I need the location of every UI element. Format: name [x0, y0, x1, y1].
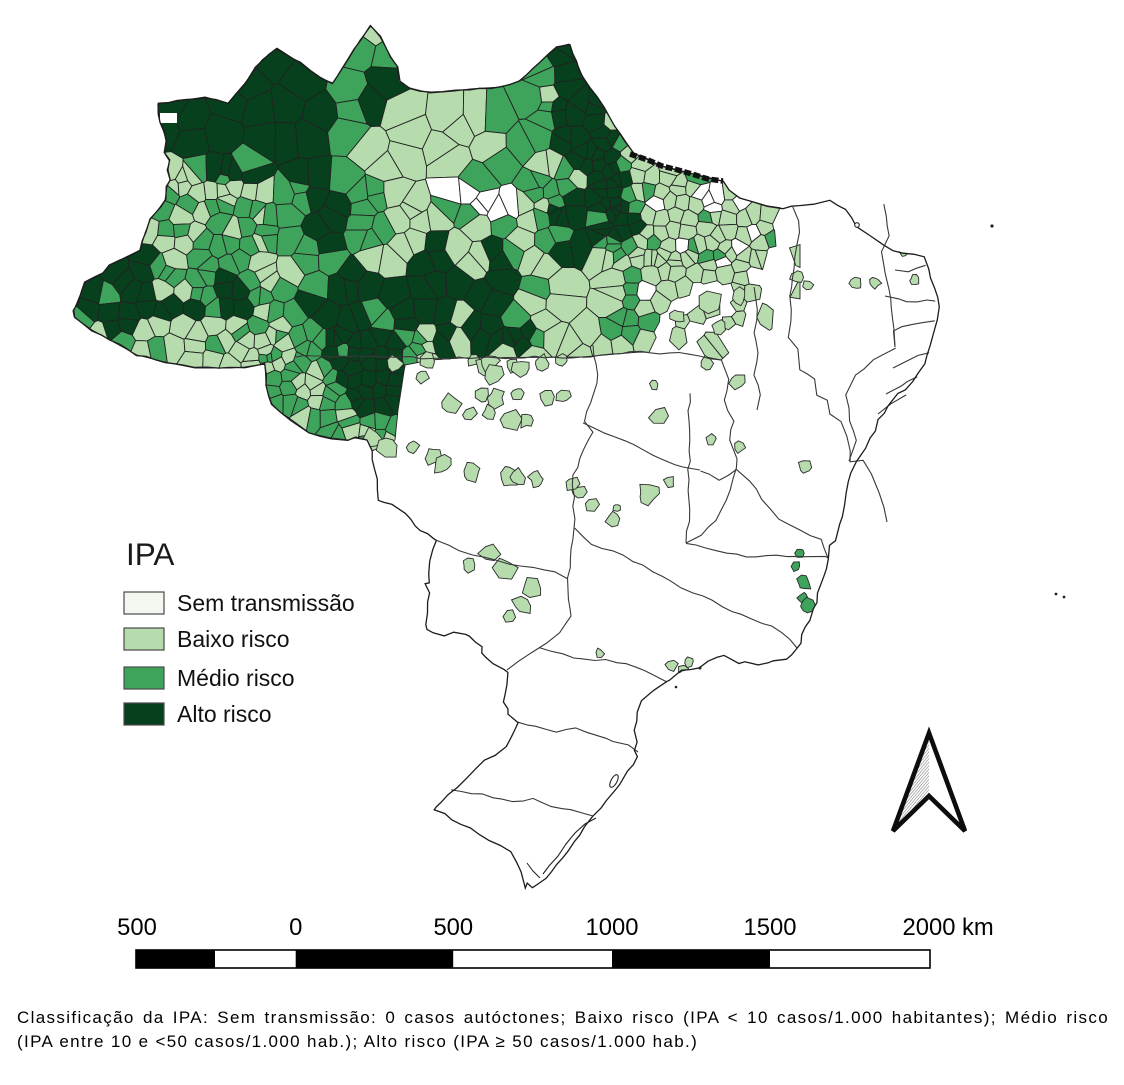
svg-text:1500: 1500: [744, 914, 797, 941]
svg-text:500: 500: [117, 914, 157, 941]
svg-text:0: 0: [289, 914, 302, 941]
svg-text:Médio risco: Médio risco: [177, 665, 295, 691]
svg-text:Alto risco: Alto risco: [177, 701, 272, 727]
svg-text:2000: 2000: [903, 914, 956, 941]
svg-text:km: km: [962, 914, 994, 941]
svg-text:1000: 1000: [586, 914, 639, 941]
svg-text:500: 500: [433, 914, 473, 941]
svg-text:Baixo risco: Baixo risco: [177, 626, 289, 652]
svg-text:Sem transmissão: Sem transmissão: [177, 590, 355, 616]
svg-text:IPA: IPA: [126, 536, 174, 572]
